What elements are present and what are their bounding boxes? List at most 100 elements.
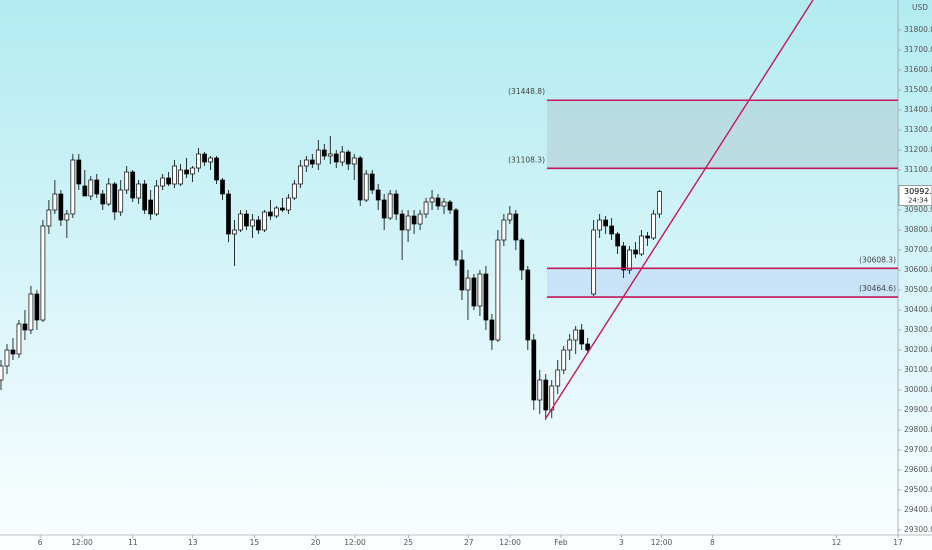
x-tick-label: 11: [128, 538, 138, 547]
candle-body: [118, 189, 124, 213]
x-tick-label: 12:00: [344, 538, 366, 547]
candle-body: [178, 169, 183, 185]
candle-body: [495, 239, 501, 341]
candle-body: [100, 193, 106, 205]
y-tick-label: 30100.0: [904, 365, 932, 374]
candle-body: [226, 193, 231, 235]
x-tick-label: 15: [250, 538, 260, 547]
x-tick-label: 17: [893, 538, 903, 547]
candle-body: [40, 225, 46, 321]
candle-body: [94, 179, 100, 195]
candle-body: [190, 167, 195, 175]
y-tick-label: 31800.0: [904, 25, 932, 34]
y-tick-label: 31600.0: [904, 65, 932, 74]
candle-body: [124, 171, 130, 191]
candle-body: [579, 329, 585, 345]
candle-body: [0, 365, 4, 381]
x-tick-label: 27: [464, 538, 474, 547]
trend-line: [545, 0, 814, 419]
candle-body: [477, 273, 483, 307]
x-tick-label: 12: [832, 538, 842, 547]
candle-body: [447, 201, 453, 211]
candle-body: [160, 177, 165, 187]
candle-body: [286, 197, 291, 211]
y-tick-label: 31100.0: [904, 165, 932, 174]
candle-body: [339, 151, 345, 163]
candle-body: [489, 319, 495, 341]
y-tick-label: 30500.0: [904, 285, 932, 294]
candle-body: [639, 235, 644, 255]
y-tick-label: 30800.0: [904, 225, 932, 234]
candle-body: [34, 293, 40, 321]
candle-body: [531, 339, 537, 401]
y-tick-label: 29500.0: [904, 485, 932, 494]
candle-body: [375, 189, 381, 201]
candle-body: [591, 229, 597, 295]
candle-body: [262, 211, 267, 231]
candle-body: [46, 209, 52, 227]
x-tick-label: 25: [404, 538, 414, 547]
candle-body: [154, 185, 160, 215]
candle-body: [351, 157, 357, 165]
candle-body: [609, 225, 614, 235]
candle-body: [405, 215, 411, 231]
y-tick-label: 30300.0: [904, 325, 932, 334]
candle-body: [513, 213, 519, 241]
x-tick-label: 20: [311, 538, 321, 547]
candle-body: [471, 277, 477, 307]
x-tick-label: 12:00: [71, 538, 93, 547]
candle-body: [250, 219, 255, 227]
candle-body: [321, 149, 327, 157]
candle-body: [220, 179, 225, 195]
candle-body: [345, 151, 351, 165]
y-tick-label: 29400.0: [904, 505, 932, 514]
candle-body: [399, 213, 405, 231]
candle-body: [112, 183, 118, 213]
candle-body: [357, 157, 363, 201]
countdown-label: 24:34: [908, 197, 929, 205]
candle-body: [82, 185, 88, 197]
y-tick-label: 29300.0: [904, 525, 932, 534]
candle-body: [4, 349, 10, 367]
x-tick-label: 12:00: [499, 538, 521, 547]
candle-body: [555, 369, 561, 387]
level-label: (30608.3): [859, 255, 896, 264]
x-tick-label: 8: [710, 538, 715, 547]
candle-body: [429, 197, 435, 203]
y-tick-label: 30700.0: [904, 245, 932, 254]
level-label: (31448.8): [508, 87, 545, 96]
candle-body: [28, 293, 34, 331]
candle-body: [315, 149, 321, 165]
y-tick-label: 31700.0: [904, 45, 932, 54]
candle-body: [507, 213, 513, 221]
candle-body: [208, 157, 213, 163]
candle-body: [58, 193, 64, 221]
candle-body: [501, 219, 507, 241]
candle-body: [627, 249, 632, 271]
candle-body: [615, 233, 620, 247]
y-tick-label: 30400.0: [904, 305, 932, 314]
x-tick-label: 13: [188, 538, 198, 547]
candle-body: [291, 183, 297, 199]
candle-body: [393, 193, 399, 215]
candle-body: [441, 201, 447, 207]
x-tick-label: 12:00: [651, 538, 673, 547]
candle-body: [525, 269, 531, 341]
candle-body: [16, 323, 22, 355]
y-tick-label: 29800.0: [904, 425, 932, 434]
candle-body: [256, 219, 261, 231]
candle-body: [268, 211, 273, 217]
candle-body: [417, 213, 423, 225]
candle-body: [22, 323, 28, 331]
candle-body: [142, 183, 148, 211]
candle-body: [76, 159, 82, 185]
candle-body: [327, 153, 333, 157]
y-tick-label: 29900.0: [904, 405, 932, 414]
candle-body: [543, 379, 549, 411]
x-tick-label: Feb: [554, 538, 568, 547]
candle-body: [465, 277, 471, 291]
candle-body: [280, 207, 285, 211]
y-tick-label: 30900.0: [904, 205, 932, 214]
candle-body: [52, 193, 58, 211]
